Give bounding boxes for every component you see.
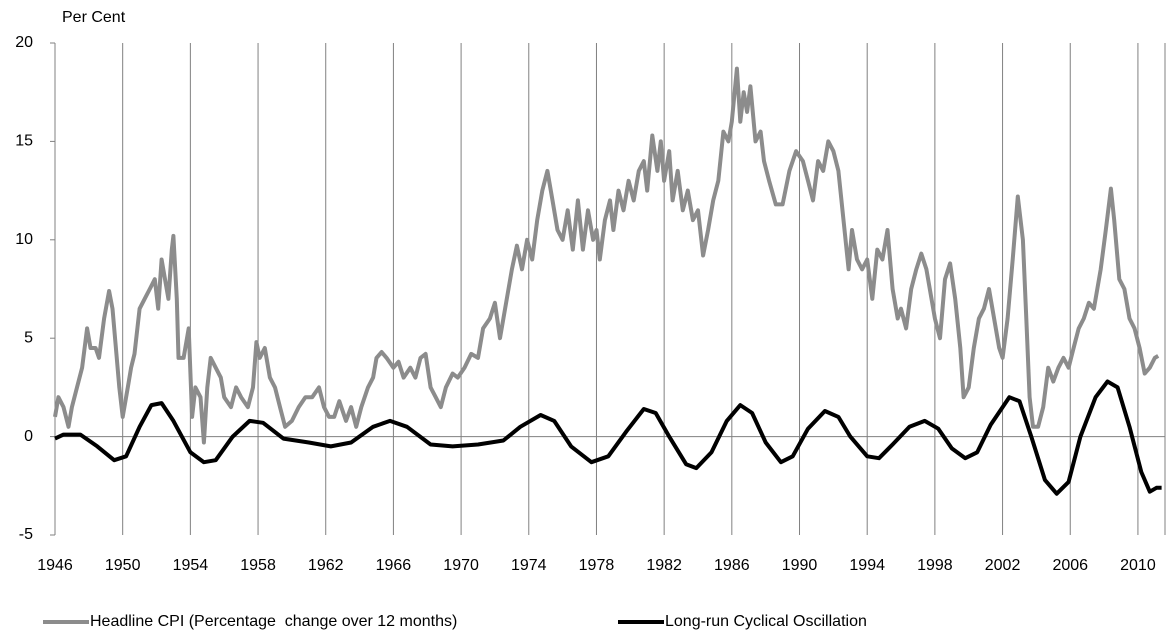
x-tick-label: 2002 <box>985 557 1021 574</box>
x-tick-label: 1982 <box>646 557 682 574</box>
y-tick-label: 5 <box>24 329 33 346</box>
data-line <box>54 379 1162 496</box>
x-tick-label: 1946 <box>37 557 73 574</box>
y-tick-label: -5 <box>19 526 33 543</box>
x-tick-label: 1994 <box>849 557 885 574</box>
y-tick-label: 15 <box>15 133 33 150</box>
legend-label: Long-run Cyclical Oscillation <box>665 613 867 630</box>
x-tick-label: 1986 <box>714 557 750 574</box>
y-axis-label: Per Cent <box>62 9 126 26</box>
x-tick-label: 1962 <box>308 557 344 574</box>
x-tick-label: 1974 <box>511 557 547 574</box>
x-tick-label: 1954 <box>173 557 209 574</box>
x-tick-label: 2006 <box>1052 557 1088 574</box>
data-line <box>53 66 1160 445</box>
y-tick-label: 0 <box>24 428 33 445</box>
x-tick-label: 1966 <box>376 557 412 574</box>
y-tick-label: 20 <box>15 34 33 51</box>
legend-label: Headline CPI (Percentage change over 12 … <box>90 613 457 630</box>
x-tick-label: 1990 <box>782 557 818 574</box>
y-tick-label: 10 <box>15 231 33 248</box>
x-tick-label: 1970 <box>443 557 479 574</box>
x-tick-label: 2010 <box>1120 557 1156 574</box>
x-tick-label: 1998 <box>917 557 953 574</box>
x-tick-label: 1958 <box>240 557 276 574</box>
x-tick-label: 1978 <box>579 557 615 574</box>
x-tick-label: 1950 <box>105 557 141 574</box>
